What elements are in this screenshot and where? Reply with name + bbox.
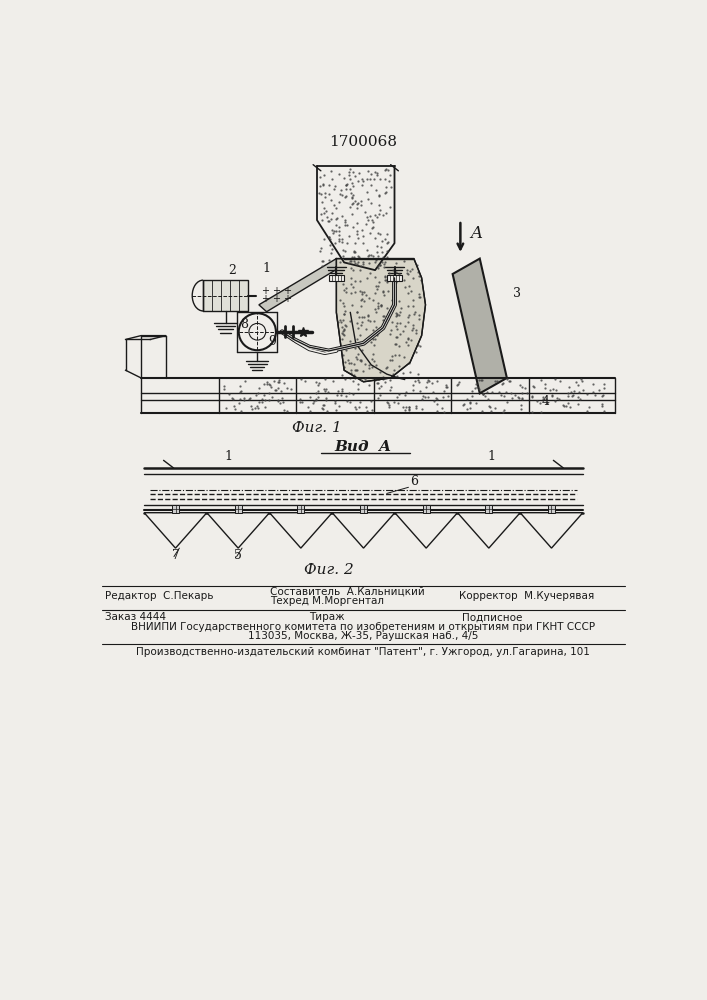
Bar [329, 275, 344, 281]
Text: 3: 3 [513, 287, 521, 300]
Text: ВНИИПИ Государственного комитета по изобретениям и открытиям при ГКНТ СССР: ВНИИПИ Государственного комитета по изоб… [131, 622, 595, 632]
Text: +: + [283, 294, 291, 304]
Polygon shape [144, 513, 207, 548]
Text: +: + [261, 286, 269, 296]
Text: Составитель  А.Кальницкий: Составитель А.Кальницкий [271, 586, 425, 596]
Polygon shape [337, 259, 426, 382]
Text: 9: 9 [268, 335, 276, 348]
Text: 2: 2 [228, 264, 235, 277]
Polygon shape [332, 513, 395, 548]
Text: 6: 6 [410, 475, 418, 488]
Polygon shape [269, 513, 332, 548]
Text: 4: 4 [542, 395, 550, 408]
Text: +: + [283, 286, 291, 296]
Polygon shape [395, 513, 457, 548]
Text: Корректор  М.Кучерявая: Корректор М.Кучерявая [459, 591, 594, 601]
Circle shape [239, 313, 276, 350]
Bar [235, 505, 242, 513]
Text: 1: 1 [488, 450, 496, 463]
Text: 5: 5 [234, 549, 243, 562]
Bar [172, 505, 179, 513]
Text: Производственно-издательский комбинат "Патент", г. Ужгород, ул.Гагарина, 101: Производственно-издательский комбинат "П… [136, 647, 590, 657]
Text: 1: 1 [224, 450, 232, 463]
Bar [387, 275, 402, 281]
Text: 7: 7 [172, 549, 180, 562]
Text: +: + [272, 294, 280, 304]
Text: Заказ 4444: Заказ 4444 [105, 612, 166, 622]
Text: 1: 1 [263, 262, 271, 275]
Polygon shape [207, 513, 269, 548]
Bar [360, 505, 367, 513]
Text: +: + [261, 294, 269, 304]
Text: +: + [272, 286, 280, 296]
Circle shape [249, 323, 266, 340]
Bar [423, 505, 430, 513]
Polygon shape [259, 259, 344, 312]
Text: 8: 8 [240, 318, 248, 331]
Bar [203, 280, 248, 311]
Text: Вид  A: Вид A [334, 440, 391, 454]
Bar [548, 505, 555, 513]
Polygon shape [520, 513, 583, 548]
Polygon shape [457, 513, 520, 548]
Text: Тираж: Тираж [309, 612, 345, 622]
Text: Редактор  С.Пекарь: Редактор С.Пекарь [105, 591, 214, 601]
Polygon shape [452, 259, 507, 393]
Text: Подписное: Подписное [462, 612, 522, 622]
Text: A: A [470, 225, 482, 242]
Bar [298, 505, 304, 513]
Bar [485, 505, 492, 513]
Text: 1700068: 1700068 [329, 135, 397, 149]
Text: Фиг. 2: Фиг. 2 [304, 563, 354, 577]
Text: 113035, Москва, Ж-35, Раушская наб., 4/5: 113035, Москва, Ж-35, Раушская наб., 4/5 [247, 631, 478, 641]
Text: Фиг. 1: Фиг. 1 [292, 421, 342, 435]
Text: Техред М.Моргентал: Техред М.Моргентал [271, 596, 385, 606]
